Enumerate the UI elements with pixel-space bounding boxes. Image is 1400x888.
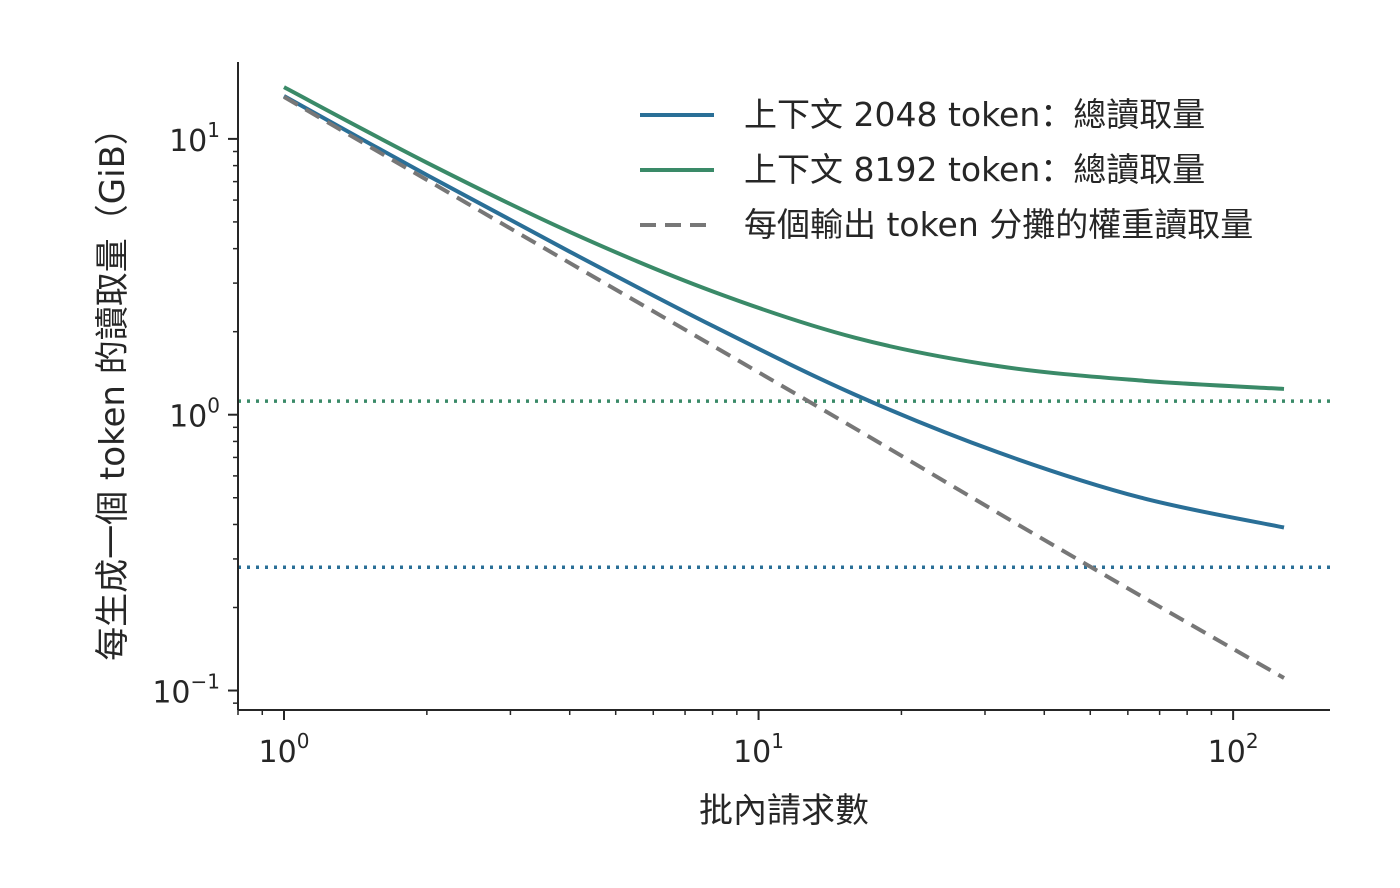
series-lines <box>282 85 1286 680</box>
reference-lines <box>238 399 1330 569</box>
x-tick-label-2: 102 <box>1208 729 1259 770</box>
x-tick-label-0: 100 <box>259 729 310 770</box>
y-tick-label-2: 101 <box>169 118 220 159</box>
series-line-2 <box>282 95 1286 680</box>
series-line-1 <box>283 85 1285 391</box>
y-axis-label: 每生成一個 token 的讀取量（GiB） <box>93 111 133 661</box>
legend-label-2: 每個輸出 token 分攤的權重讀取量 <box>744 205 1253 244</box>
legend-label-0: 上下文 2048 token：總讀取量 <box>744 95 1205 134</box>
legend-label-1: 上下文 8192 token：總讀取量 <box>744 150 1205 189</box>
series-line-0 <box>283 94 1285 530</box>
y-tick-label-1: 100 <box>169 394 220 435</box>
x-axis-label: 批內請求數 <box>699 791 869 831</box>
y-tick-label-0: 10−1 <box>152 670 220 711</box>
ticks: 100 101 102 10−1 100 101 <box>152 118 1258 770</box>
axes <box>237 62 1330 711</box>
x-tick-label-1: 101 <box>733 729 784 770</box>
